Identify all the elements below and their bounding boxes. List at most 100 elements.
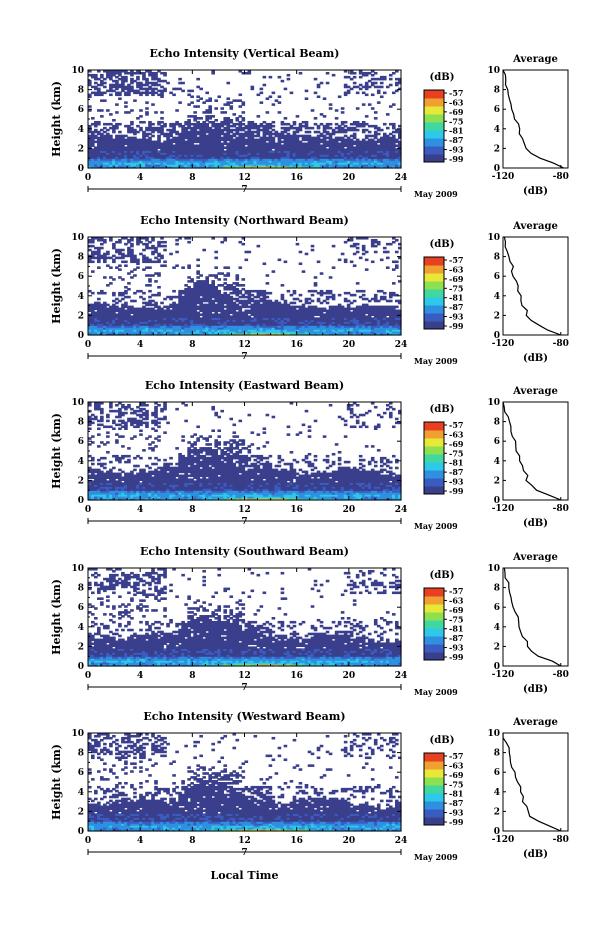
heatmap-cell: [307, 134, 312, 138]
heatmap-cell: [280, 134, 285, 138]
heatmap-cell: [397, 242, 402, 246]
heatmap-cell: [211, 150, 215, 153]
profile-y-tick-label: 8: [494, 86, 500, 96]
heatmap-cell: [151, 319, 155, 322]
heatmap-cell: [337, 309, 342, 313]
heatmap-cell: [334, 152, 339, 155]
heatmap-cell: [172, 124, 176, 128]
heatmap-cell: [307, 150, 312, 153]
heatmap-cell: [289, 293, 294, 297]
heatmap-cell: [283, 87, 288, 91]
heatmap-cell: [139, 120, 143, 124]
heatmap-cell: [292, 317, 297, 320]
heatmap-cell: [307, 317, 312, 320]
heatmap-cell: [133, 91, 137, 95]
heatmap-cell: [397, 301, 402, 305]
heatmap-cell: [235, 329, 240, 332]
heatmap-cell: [340, 160, 345, 163]
heatmap-cell: [208, 313, 212, 316]
heatmap-cell: [277, 158, 282, 161]
heatmap-cell: [154, 248, 158, 252]
heatmap-cell: [274, 160, 279, 163]
heatmap-cell: [337, 124, 342, 128]
x-tick-label: 24: [395, 173, 408, 183]
heatmap-cell: [124, 71, 128, 75]
heatmap-cell: [127, 238, 131, 242]
heatmap-cell: [154, 315, 158, 318]
heatmap-cell: [148, 284, 152, 287]
heatmap-cell: [280, 140, 285, 144]
heatmap-cell: [352, 122, 357, 126]
heatmap-cell: [223, 162, 228, 165]
colorbar-swatch: [424, 305, 444, 314]
heatmap-cell: [169, 297, 173, 301]
heatmap-cell: [361, 327, 366, 330]
heatmap-cell: [340, 152, 345, 155]
heatmap-cell: [340, 107, 345, 110]
heatmap-cell: [340, 325, 345, 328]
heatmap-cell: [211, 136, 215, 140]
colorbar-unit: (dB): [430, 72, 455, 83]
heatmap-cell: [169, 146, 173, 149]
heatmap-cell: [298, 327, 303, 330]
heatmap-cell: [88, 319, 92, 322]
heatmap-cell: [157, 160, 161, 163]
heatmap-cell: [133, 260, 137, 264]
heatmap-cell: [295, 152, 300, 155]
heatmap-cell: [199, 132, 203, 136]
heatmap-cell: [187, 162, 191, 165]
heatmap-cell: [112, 258, 116, 262]
heatmap-cell: [103, 146, 107, 149]
heatmap-cell: [310, 317, 315, 320]
heatmap-cell: [235, 287, 240, 291]
heatmap-cell: [130, 325, 134, 328]
heatmap-cell: [88, 142, 92, 146]
heatmap-cell: [175, 166, 179, 169]
heatmap-cell: [241, 101, 246, 104]
heatmap-cell: [262, 130, 267, 134]
heatmap-cell: [385, 164, 390, 167]
heatmap-cell: [358, 295, 363, 299]
heatmap-cell: [322, 307, 327, 311]
heatmap-cell: [88, 323, 92, 326]
heatmap-cell: [355, 107, 360, 110]
heatmap-cell: [115, 146, 119, 149]
heatmap-cell: [208, 162, 212, 165]
heatmap-cell: [319, 319, 324, 322]
heatmap-cell: [112, 311, 116, 315]
heatmap-cell: [178, 305, 182, 309]
heatmap-cell: [385, 250, 390, 254]
heatmap-cell: [151, 89, 155, 93]
heatmap-cell: [376, 305, 381, 309]
heatmap-cell: [133, 162, 137, 165]
heatmap-cell: [286, 329, 291, 332]
heatmap-cell: [328, 323, 333, 326]
heatmap-cell: [268, 307, 273, 311]
heatmap-cell: [121, 303, 125, 307]
heatmap-cell: [181, 164, 185, 167]
heatmap-cell: [193, 295, 197, 299]
heatmap-cell: [373, 309, 378, 313]
heatmap-cell: [298, 305, 303, 309]
heatmap-cell: [229, 321, 234, 324]
heatmap-cell: [145, 140, 149, 144]
heatmap-cell: [373, 142, 378, 146]
heatmap-cell: [175, 311, 179, 315]
heatmap-cell: [145, 319, 149, 322]
heatmap-cell: [100, 138, 104, 142]
heatmap-cell: [154, 303, 158, 307]
heatmap-cell: [328, 138, 333, 142]
colorbar-swatch: [424, 90, 444, 99]
heatmap-cell: [142, 87, 146, 91]
heatmap-cell: [103, 140, 107, 144]
heatmap-cell: [247, 160, 252, 163]
heatmap-cell: [217, 293, 222, 297]
heatmap-cell: [115, 71, 119, 75]
heatmap-cell: [130, 142, 134, 146]
heatmap-cell: [142, 307, 146, 311]
heatmap-cell: [298, 126, 303, 130]
heatmap-cell: [133, 258, 137, 262]
heatmap-cell: [211, 333, 215, 336]
heatmap-cell: [97, 140, 101, 144]
heatmap-cell: [352, 85, 357, 89]
